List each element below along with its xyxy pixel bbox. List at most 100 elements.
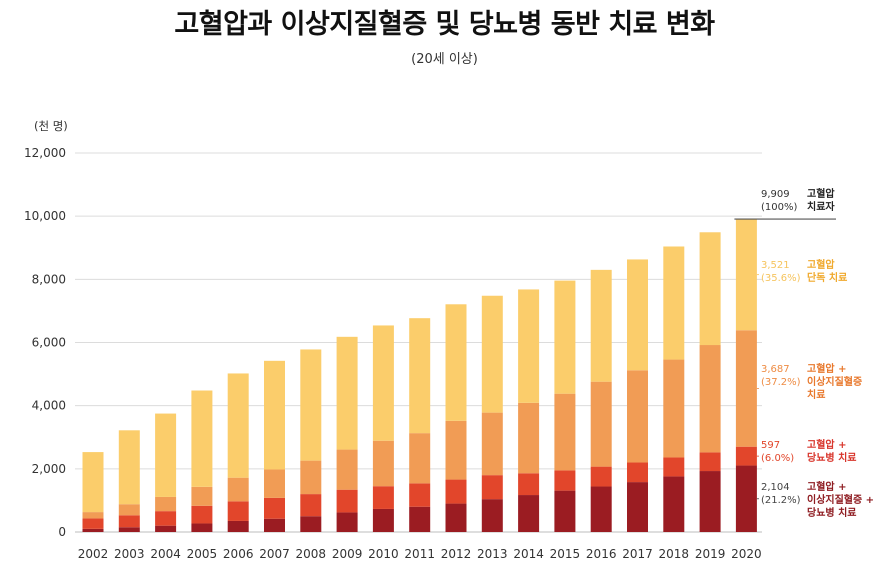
bar-segment — [227, 501, 249, 521]
bar-segment — [155, 496, 177, 512]
bar-segment — [82, 452, 104, 513]
bar-segment — [699, 452, 721, 472]
y-tick-label: 0 — [58, 525, 66, 539]
x-tick-label: 2002 — [78, 547, 109, 561]
y-tick-label: 4,000 — [32, 399, 66, 413]
bar-segment — [590, 269, 612, 382]
y-axis: 0 2,000 4,000 6,000 8,000 10,000 12,000 (천 명) — [24, 119, 68, 539]
chart-title: 고혈압과 이상지질혈증 및 당뇨병 동반 치료 변화 — [174, 9, 715, 40]
y-tick-label: 10,000 — [24, 209, 66, 223]
bar-segment — [663, 359, 685, 458]
bar-segment — [227, 373, 249, 478]
bar-segment — [699, 345, 721, 453]
bar-segment — [663, 457, 685, 477]
bar-segment — [409, 433, 431, 484]
bar-segment — [518, 402, 540, 474]
bar-segment — [735, 219, 757, 331]
y-unit-label: (천 명) — [34, 119, 68, 133]
y-tick-label: 12,000 — [24, 146, 66, 160]
bar-segment — [118, 430, 140, 505]
bar-segment — [735, 330, 757, 447]
x-tick-label: 2018 — [659, 547, 690, 561]
bar-segment — [590, 381, 612, 467]
bar-segment — [627, 259, 648, 371]
bar-segment — [82, 528, 104, 532]
bar-segment — [155, 511, 177, 526]
bar-segment — [300, 349, 322, 461]
bar-segment — [518, 289, 540, 403]
x-tick-label: 2011 — [404, 547, 435, 561]
bar-segment — [227, 520, 249, 532]
y-tick-label: 6,000 — [32, 336, 66, 350]
annotation-label: 이상지질혈증 + — [807, 493, 874, 506]
annotation-label: 고혈압 — [807, 187, 835, 200]
annotation-label: 단독 치료 — [807, 271, 847, 284]
bar-segment — [518, 495, 540, 532]
bar-segment — [481, 295, 503, 413]
bar-segment — [518, 473, 540, 496]
bar-segment — [554, 470, 576, 491]
x-tick-label: 2012 — [441, 547, 472, 561]
bar-segment — [155, 525, 177, 532]
bar-segment — [735, 446, 757, 466]
bar-segment — [191, 486, 213, 506]
bar-segment — [409, 506, 431, 532]
x-tick-label: 2008 — [296, 547, 327, 561]
bar-segment — [155, 413, 177, 497]
bar-segment — [118, 515, 140, 528]
bar-segment — [627, 370, 648, 463]
annotation-label: 당뇨병 치료 — [807, 451, 856, 464]
annotation-value: 3,687 — [761, 364, 790, 375]
annotation-label: 치료 — [807, 388, 825, 401]
bar-segment — [300, 494, 322, 517]
bar-segment — [300, 516, 322, 532]
annotation-percent: (35.6%) — [761, 273, 801, 284]
bar-segment — [336, 336, 358, 450]
bar-segment — [191, 390, 213, 487]
chart-subtitle: (20세 이상) — [411, 52, 478, 67]
annotation-label: 고혈압 + — [807, 480, 846, 493]
bar-segment — [409, 483, 431, 507]
annotation-value: 597 — [761, 440, 780, 451]
bar-segment — [699, 471, 721, 532]
bar-segment — [445, 503, 467, 532]
bars — [82, 219, 757, 532]
bar-segment — [191, 505, 213, 524]
x-tick-label: 2013 — [477, 547, 508, 561]
annotation-label: 당뇨병 치료 — [807, 506, 856, 519]
bar-segment — [372, 440, 394, 487]
bar-segment — [300, 460, 322, 495]
bar-segment — [82, 512, 104, 519]
bar-segment — [191, 523, 213, 532]
y-tick-label: 2,000 — [32, 462, 66, 476]
bar-segment — [699, 232, 721, 346]
annotation-label: 치료자 — [807, 200, 835, 213]
bar-segment — [590, 466, 612, 487]
x-tick-label: 2015 — [550, 547, 581, 561]
x-tick-label: 2014 — [513, 547, 544, 561]
bar-segment — [445, 420, 467, 480]
x-tick-label: 2007 — [259, 547, 290, 561]
bar-segment — [481, 412, 503, 476]
x-tick-label: 2010 — [368, 547, 399, 561]
bar-segment — [554, 280, 576, 394]
bar-segment — [445, 479, 467, 504]
bar-segment — [264, 497, 285, 519]
bar-segment — [372, 486, 394, 509]
bar-segment — [372, 325, 394, 441]
annotation-percent: (100%) — [761, 202, 797, 213]
bar-segment — [554, 393, 576, 471]
x-tick-label: 2004 — [150, 547, 181, 561]
annotation-label: 고혈압 — [807, 258, 835, 271]
annotation-label: 이상지질혈증 — [807, 375, 862, 388]
x-tick-label: 2003 — [114, 547, 145, 561]
x-tick-label: 2017 — [622, 547, 653, 561]
annotation-label: 고혈압 + — [807, 362, 846, 375]
bar-segment — [481, 475, 503, 500]
bar-segment — [227, 477, 249, 502]
bar-segment — [336, 489, 358, 513]
annotation-percent: (6.0%) — [761, 453, 794, 464]
x-tick-label: 2009 — [332, 547, 363, 561]
bar-segment — [590, 486, 612, 532]
